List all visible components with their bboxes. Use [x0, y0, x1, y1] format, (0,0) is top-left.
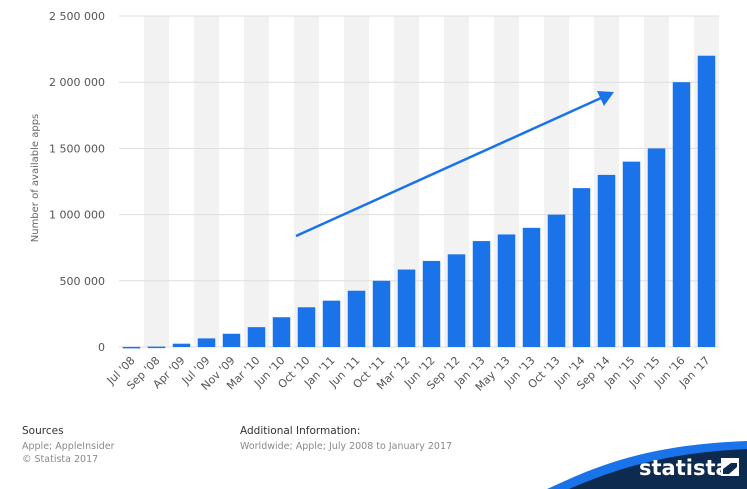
background-band: [144, 16, 169, 347]
y-tick-label: 2 000 000: [49, 76, 105, 89]
trend-arrow: [295, 91, 614, 238]
bar: [397, 269, 416, 347]
sources-block: Sources Apple; AppleInsider © Statista 2…: [22, 425, 115, 466]
bar: [672, 82, 691, 347]
additional-info-block: Additional Information: Worldwide; Apple…: [240, 425, 452, 453]
copyright-line: © Statista 2017: [22, 454, 99, 465]
bar: [297, 307, 316, 347]
y-axis-ticks: 0 500 000 1 000 000 1 500 000 2 000 000 2 500…: [49, 10, 105, 354]
bar: [422, 260, 441, 347]
y-tick-label: 1 500 000: [49, 142, 105, 155]
bar: [272, 317, 291, 347]
bars: [122, 55, 716, 349]
sources-heading: Sources: [22, 425, 64, 437]
y-axis-label: Number of available apps: [30, 114, 41, 243]
statista-logo[interactable]: statista: [547, 431, 747, 489]
bar: [472, 241, 491, 347]
background-band: [244, 16, 269, 347]
bar: [447, 254, 466, 347]
statista-mark-icon: [721, 458, 739, 476]
background-band: [194, 16, 219, 347]
statista-wordmark: statista: [639, 456, 730, 480]
bar: [372, 280, 391, 347]
bar: [347, 290, 366, 347]
bar: [622, 161, 641, 347]
bar: [522, 227, 541, 347]
bar: [572, 188, 591, 347]
bar: [647, 148, 666, 347]
bar: [547, 214, 566, 347]
bar-chart: 0 500 000 1 000 000 1 500 000 2 000 000 2 500…: [30, 10, 719, 394]
bar: [122, 346, 141, 349]
additional-info-heading: Additional Information:: [240, 425, 361, 437]
bar: [172, 343, 191, 347]
y-tick-label: 2 500 000: [49, 10, 105, 23]
bar: [147, 346, 166, 349]
bar: [197, 338, 216, 347]
bar: [597, 174, 616, 347]
additional-info-line: Worldwide; Apple; July 2008 to January 2…: [240, 441, 453, 452]
bar: [697, 55, 716, 347]
y-tick-label: 0: [98, 341, 105, 354]
y-tick-label: 500 000: [60, 275, 106, 288]
grid-lines: [119, 15, 719, 348]
bar: [497, 234, 516, 347]
y-tick-label: 1 000 000: [49, 209, 105, 222]
sources-line: Apple; AppleInsider: [22, 441, 115, 452]
bar: [222, 333, 241, 347]
bar: [247, 327, 266, 347]
bar: [322, 300, 341, 347]
background-band: [294, 16, 319, 347]
